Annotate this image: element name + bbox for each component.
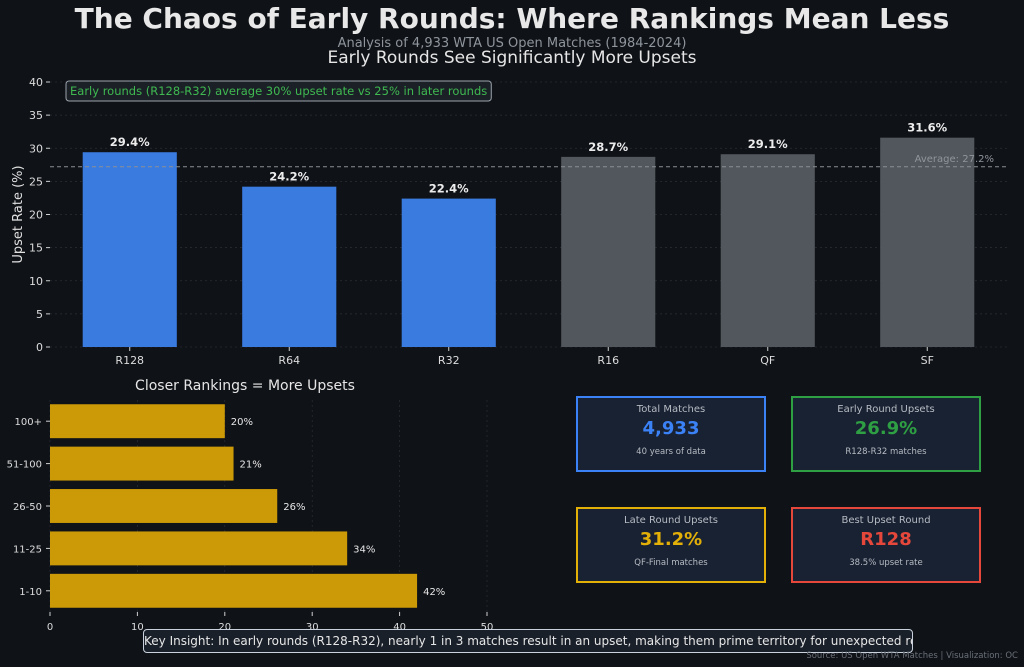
ranking-bar-11-25 [50,531,348,566]
stat-card-early-upsets: Early Round Upsets 26.9% R128-R32 matche… [791,396,981,472]
y-tick-label: 30 [29,142,43,155]
bar-R128 [82,152,177,347]
bar-SF [880,137,975,347]
stat-sub: QF-Final matches [634,558,708,568]
y-axis-label: Upset Rate (%) [11,165,26,263]
x-tick-label: 0 [47,622,53,633]
annotation-frame [65,80,492,102]
x-tick-label: R128 [115,354,144,367]
stat-card-late-upsets: Late Round Upsets 31.2% QF-Final matches [576,507,766,583]
y-tick-label: 11-25 [13,544,42,555]
key-insight-box: Key Insight: In early rounds (R128-R32),… [143,629,913,653]
stat-card-total-matches: Total Matches 4,933 40 years of data [576,396,766,472]
stat-sub: 38.5% upset rate [849,558,923,568]
y-tick-label: 51-100 [7,460,42,471]
ranking-bar-value-label: 42% [423,587,445,598]
bar-value-label: 24.2% [269,170,309,184]
y-tick-label: 26-50 [13,502,42,513]
y-tick-label: 15 [29,242,43,255]
x-tick-label: 40 [393,622,406,633]
ranking-bar-value-label: 26% [283,502,305,513]
y-tick-label: 25 [29,175,43,188]
stat-label: Early Round Upsets [837,404,935,415]
ranking-chart-title: Closer Rankings = More Upsets [135,378,355,394]
bar-value-label: 29.1% [748,137,788,151]
y-tick-label: 10 [29,275,43,288]
x-tick-label: R16 [597,354,619,367]
annotation-box: Early rounds (R128-R32) average 30% upse… [65,80,492,102]
stat-sub: 40 years of data [636,447,706,457]
main-title: The Chaos of Early Rounds: Where Ranking… [74,2,950,35]
bar-value-label: 22.4% [429,182,469,196]
ranking-bar-1-10 [50,573,418,608]
stat-value: 26.9% [854,418,918,439]
stat-value: 31.2% [639,529,703,550]
x-tick-label: 50 [481,622,494,633]
stat-card-best-round: Best Upset Round R128 38.5% upset rate [791,507,981,583]
ranking-bar-51-100 [50,446,234,481]
x-tick-label: 20 [218,622,231,633]
ranking-bar-value-label: 21% [240,460,262,471]
ranking-bar-value-label: 20% [231,417,253,428]
y-tick-label: 5 [36,308,43,321]
stat-value: R128 [860,529,912,550]
bar-R32 [401,198,496,347]
annotation-text: Early rounds (R128-R32) average 30% upse… [70,84,487,98]
ranking-bar-value-label: 34% [353,544,375,555]
stat-label: Total Matches [636,404,706,415]
x-tick-label: SF [921,354,934,367]
stat-value: 4,933 [642,418,700,439]
x-tick-label: 30 [306,622,319,633]
x-tick-label: R32 [438,354,460,367]
x-tick-label: 10 [131,622,144,633]
y-tick-label: 35 [29,109,43,122]
ranking-gap-chart: 0 10 20 30 40 50 20% 100+ 21% 51-100 26% 26-50 34% 11… [7,400,494,633]
bar-value-label: 29.4% [110,135,150,149]
stat-label: Best Upset Round [841,515,931,526]
bar-R16 [561,156,656,347]
stat-label: Late Round Upsets [624,515,718,526]
y-tick-label: 1-10 [19,587,42,598]
x-tick-label: QF [760,354,775,367]
bar-R64 [242,186,337,347]
ranking-bar-26-50 [50,489,278,523]
y-tick-label: 40 [29,76,43,89]
bar-value-label: 31.6% [907,121,947,135]
y-tick-label: 100+ [15,417,42,428]
bar-QF [720,154,815,347]
round-upset-chart: 0 5 10 15 20 25 30 35 40 Upset Rate (%) 29.4% R128 2… [11,76,1007,367]
round-chart-title: Early Rounds See Significantly More Upse… [327,48,697,68]
bar-value-label: 28.7% [588,140,628,154]
x-tick-label: R64 [278,354,300,367]
y-tick-label: 20 [29,209,43,222]
average-label: Average: 27.2% [915,154,994,165]
y-tick-label: 0 [36,341,43,354]
subtitle: Analysis of 4,933 WTA US Open Matches (1… [337,36,687,51]
stat-sub: R128-R32 matches [845,447,927,457]
source-note: Source: US Open WTA Matches | Visualizat… [806,651,1018,661]
ranking-bar-100+ [50,404,225,439]
